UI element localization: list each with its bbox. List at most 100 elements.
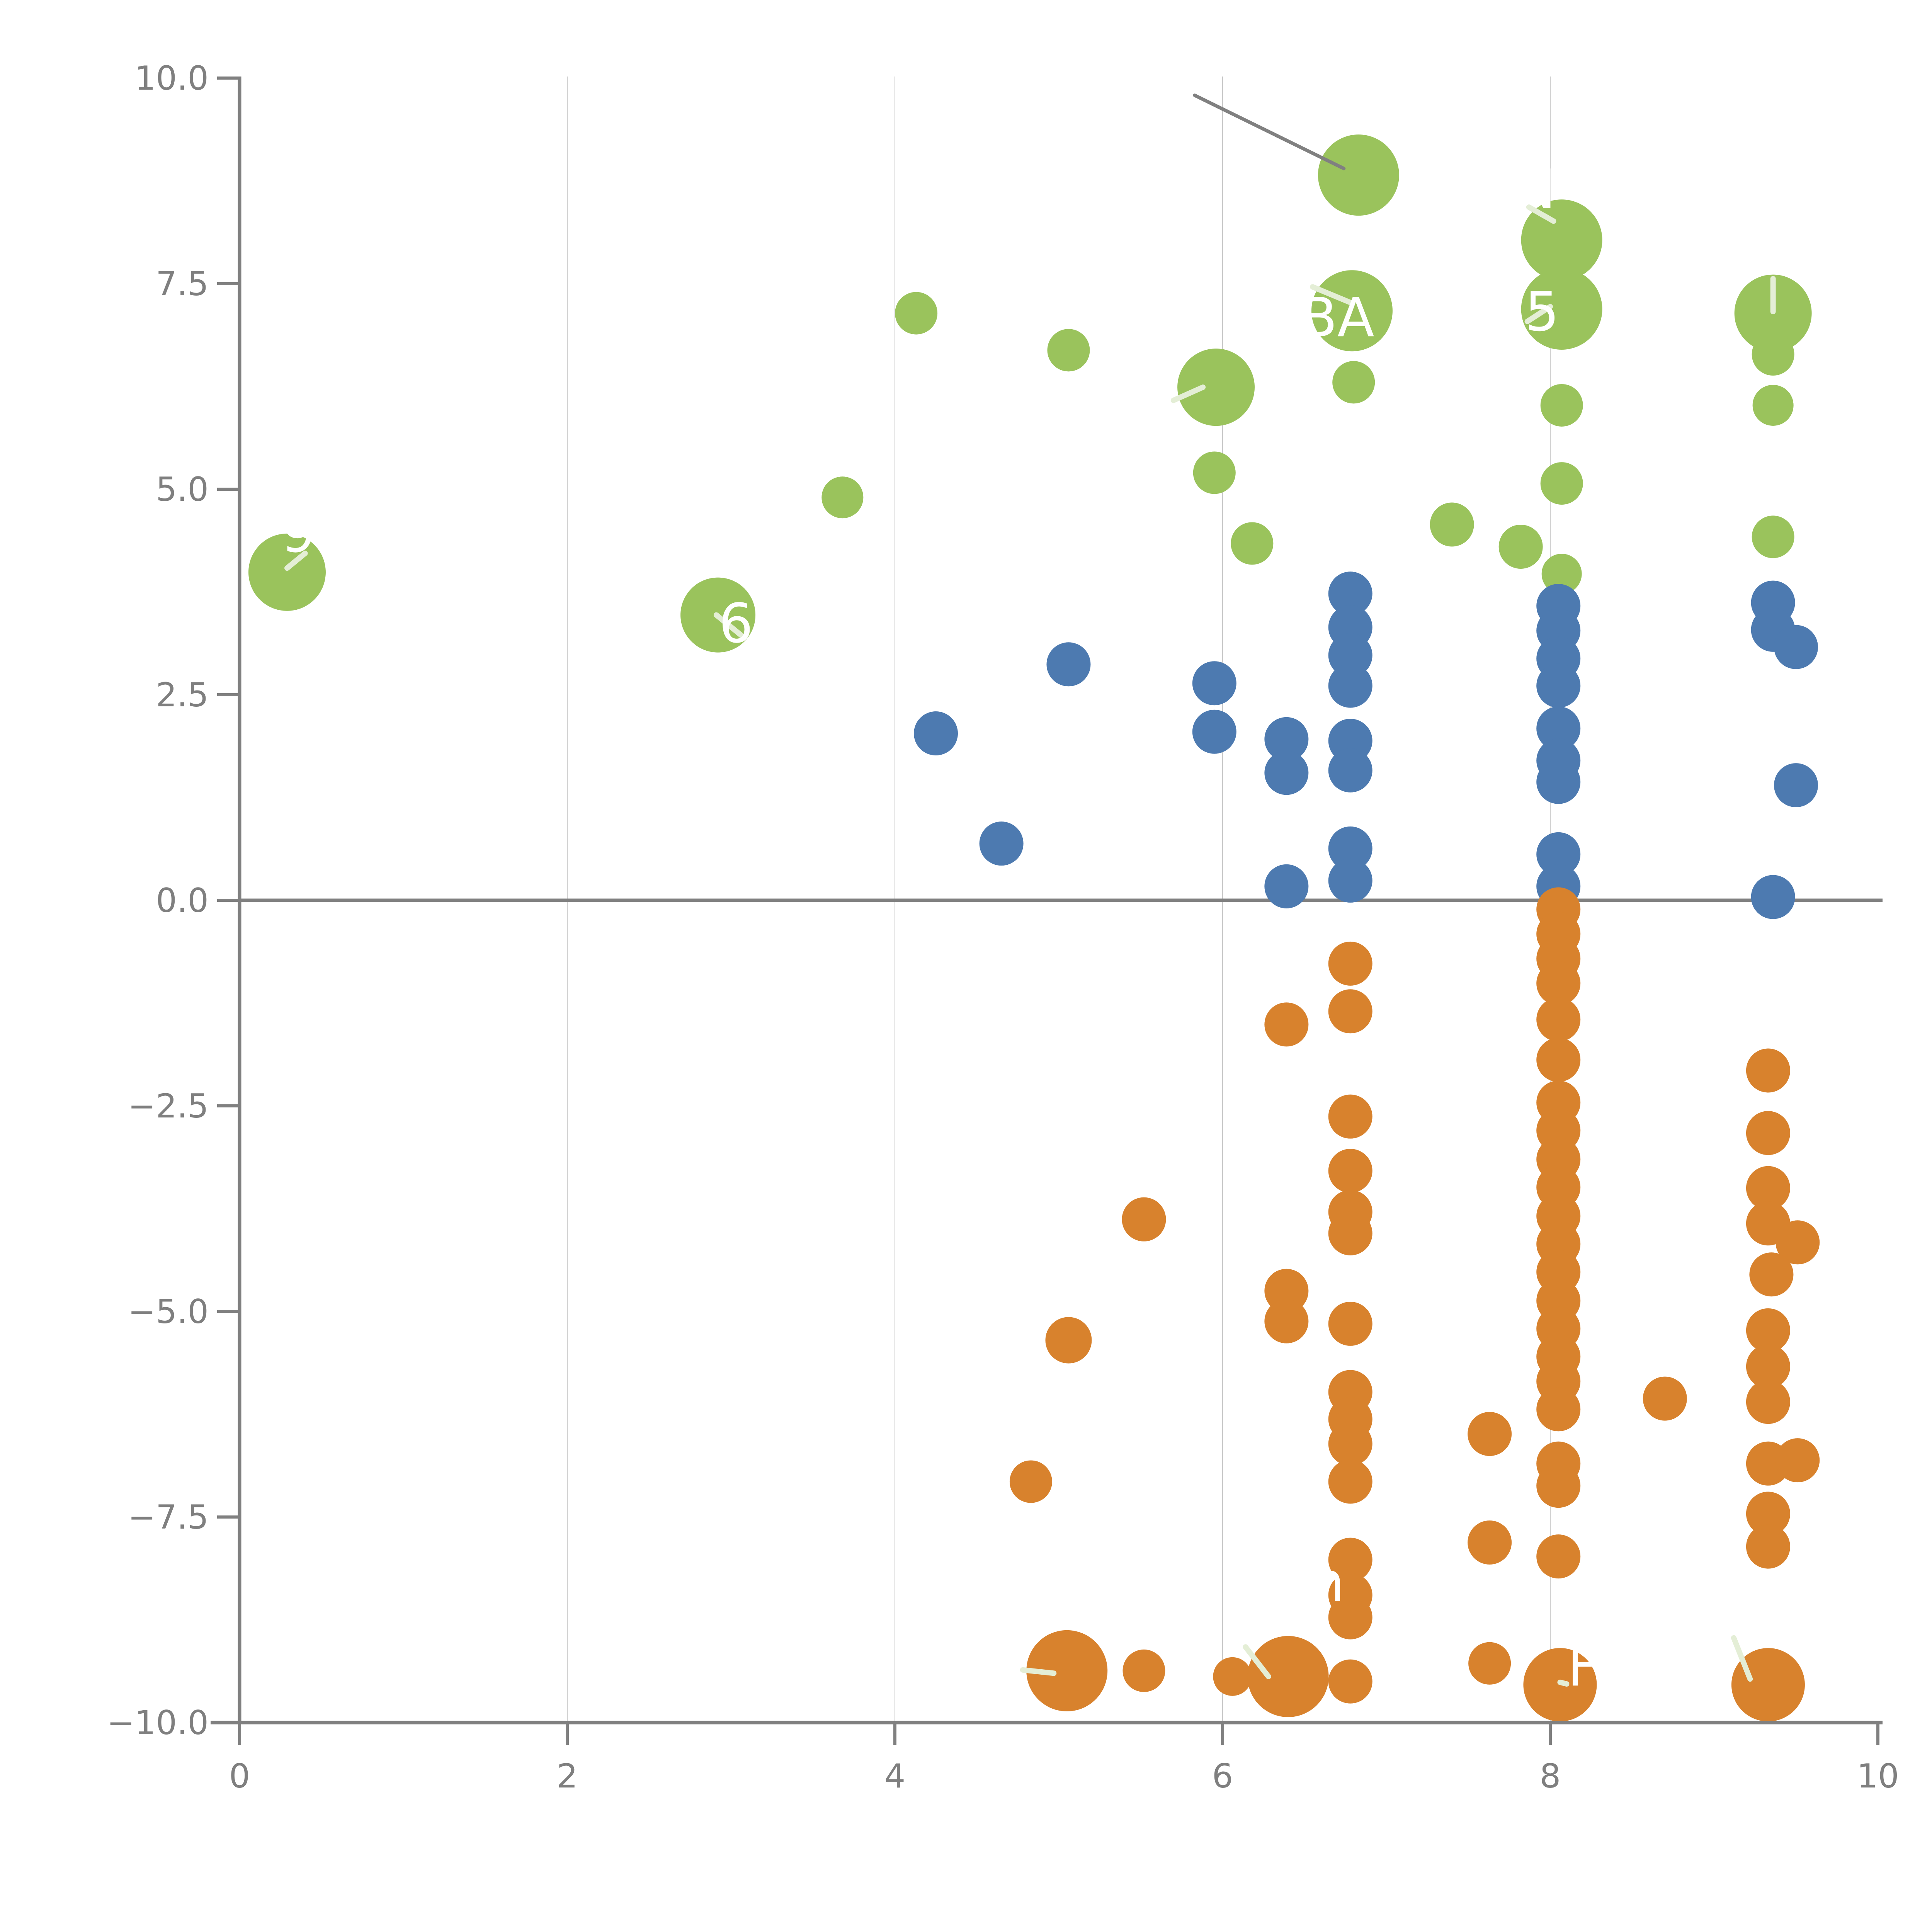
bubble-blue[interactable] [1536,706,1581,751]
bubble-blue[interactable] [979,821,1024,866]
bubble-orange[interactable] [1328,1211,1372,1255]
y-tick-label-5: 5.0 [156,470,209,509]
bubble-orange[interactable] [1328,1301,1372,1346]
bubble-orange[interactable] [1328,1459,1372,1504]
bubble-orange[interactable] [1264,1269,1309,1313]
bubble-orange[interactable] [1328,1422,1372,1466]
leader-line-1 [284,550,308,571]
leader-line-0 [1193,94,1346,170]
leader-lines-layer [284,94,1776,1687]
bubble-orange[interactable] [1746,1308,1790,1352]
bubble-orange[interactable] [1776,1220,1820,1265]
bubble-orange[interactable] [1026,1630,1108,1711]
bubble-orange[interactable] [1536,1534,1581,1579]
bubble-blue[interactable] [1328,748,1372,793]
bubble-green[interactable] [1540,384,1583,427]
bubble-orange[interactable] [1468,1520,1512,1565]
bubble-orange[interactable] [1746,1492,1790,1536]
bubble-orange[interactable] [1328,1094,1372,1139]
bubble-orange[interactable] [1746,1048,1790,1093]
bubble-orange[interactable] [1328,1149,1372,1193]
bubble-green[interactable] [1498,524,1543,569]
bubble-orange[interactable] [1264,1299,1309,1344]
bubble-orange[interactable] [1749,1252,1794,1297]
bubble-green[interactable] [1047,329,1090,372]
annotation-label-1: 5 [1525,281,1559,344]
leader-line-11 [1557,1679,1570,1687]
bubble-green[interactable] [1193,451,1236,494]
x-tick-label-8: 8 [1540,1757,1561,1796]
bubble-orange[interactable] [1468,1412,1512,1456]
bubble-green[interactable] [1521,268,1602,350]
bubble-blue[interactable] [1328,571,1372,616]
bubble-orange[interactable] [1328,989,1372,1034]
bubble-orange[interactable] [1328,1659,1372,1704]
bubble-blue[interactable] [1328,663,1372,708]
bubble-blue[interactable] [1536,760,1581,804]
bubble-blue[interactable] [1046,642,1091,687]
bubble-orange[interactable] [1746,1380,1790,1424]
bubble-blue[interactable] [1328,633,1372,677]
bubble-green[interactable] [895,292,938,335]
bubble-blue[interactable] [1264,717,1309,761]
bubble-orange[interactable] [1536,1387,1581,1432]
y-tick-label-2.5: 2.5 [156,676,209,714]
series-orange [1009,887,1820,1722]
bubble-blue[interactable] [1328,858,1372,903]
bubble-orange[interactable] [1746,1344,1790,1389]
bubble-green[interactable] [1541,554,1582,594]
bubble-orange[interactable] [1264,1002,1309,1047]
bubble-green[interactable] [1540,462,1583,505]
bubble-orange[interactable] [1213,1657,1252,1696]
bubble-green[interactable] [1311,270,1393,352]
bubble-orange[interactable] [1045,1317,1092,1364]
bubble-blue[interactable] [1751,875,1795,919]
bubble-orange[interactable] [1468,1642,1511,1685]
bubble-green[interactable] [1752,384,1794,426]
bubble-orange[interactable] [1328,1595,1372,1639]
bubble-green[interactable] [1430,502,1474,547]
bubble-blue[interactable] [1192,661,1236,706]
bubble-orange[interactable] [1746,1111,1790,1155]
y-tick-label-7.5: 7.5 [156,265,209,303]
bubble-green[interactable] [1752,333,1794,376]
bubble-blue[interactable] [1774,625,1818,669]
bubble-blue[interactable] [1264,864,1309,908]
x-tick-label-10: 10 [1857,1757,1899,1796]
bubble-green[interactable] [1318,134,1399,216]
bubble-orange[interactable] [1009,1460,1052,1503]
bubble-blue[interactable] [1536,832,1581,876]
bubble-orange[interactable] [1746,1524,1790,1569]
bubbles-layer [248,134,1820,1722]
bubble-orange[interactable] [1328,1537,1372,1582]
bubble-orange[interactable] [1776,1438,1820,1483]
bubble-orange[interactable] [1643,1376,1687,1421]
bubble-green[interactable] [1231,522,1274,565]
bubble-orange[interactable] [1536,1037,1581,1082]
bubble-green[interactable] [1521,199,1602,281]
leader-line-3 [1170,384,1206,403]
bubble-orange[interactable] [1536,997,1581,1042]
bubble-blue[interactable] [1264,751,1309,795]
bubble-blue[interactable] [1536,663,1581,708]
annotation-label-3: 9 [281,502,316,565]
bubble-green[interactable] [1332,361,1375,404]
bubble-orange[interactable] [1328,941,1372,986]
bubble-orange[interactable] [1247,1636,1329,1717]
bubble-blue[interactable] [1328,826,1372,871]
bubble-orange[interactable] [1536,1464,1581,1508]
bubble-blue[interactable] [914,711,958,756]
bubble-green[interactable] [1752,515,1794,558]
bubble-green[interactable] [1177,349,1255,426]
bubble-green[interactable] [821,476,864,519]
bubble-blue[interactable] [1774,763,1818,808]
bubble-blue[interactable] [1192,709,1236,754]
bubble-orange[interactable] [1122,1197,1166,1242]
bubble-orange[interactable] [1122,1649,1165,1692]
x-tick-label-2: 2 [557,1757,578,1796]
bubble-orange[interactable] [1746,1166,1790,1210]
annotation-label-6: F [1568,1636,1599,1699]
bubble-orange[interactable] [1536,961,1581,1005]
bubble-orange[interactable] [1731,1648,1805,1722]
